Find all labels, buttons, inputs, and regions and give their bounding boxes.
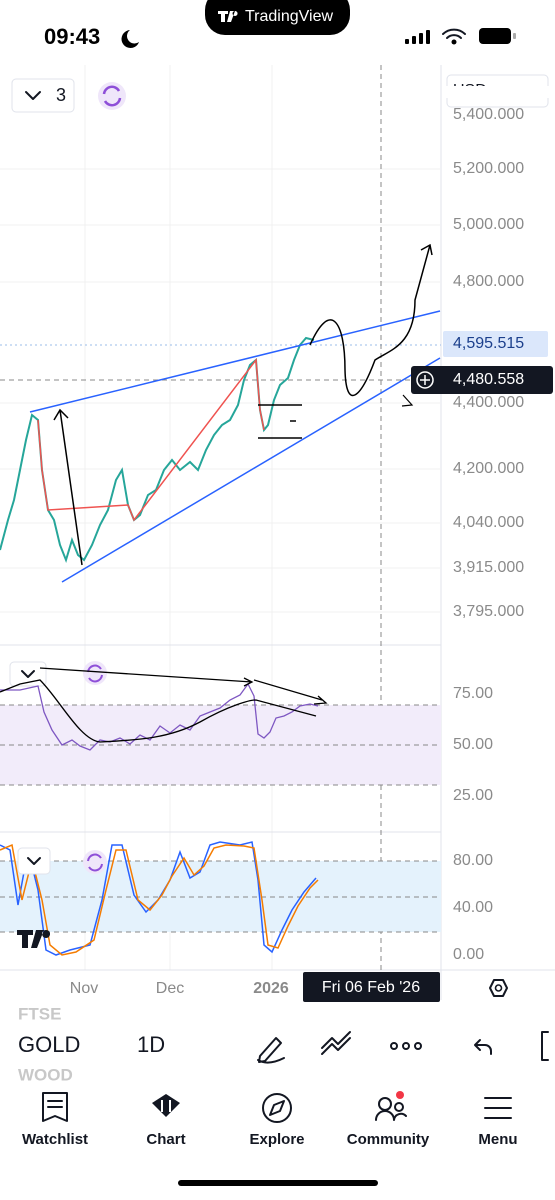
nav-label[interactable]: Menu [478,1131,517,1148]
rsi-levels [0,704,441,786]
symbol-prev[interactable]: FTSE [18,1004,61,1023]
menu-icon[interactable] [484,1097,512,1119]
compass-needle [269,1100,285,1116]
watchlist-icon[interactable] [42,1092,68,1122]
price-candles [0,336,315,564]
crosshair-price: 4,480.558 [453,371,524,388]
chevron [27,857,41,865]
price-label: 3,915.000 [453,559,524,576]
nav-label[interactable]: Community [347,1131,430,1148]
price-label: 5,200.000 [453,160,524,177]
arrow-drawing [53,408,83,566]
interval-box[interactable] [11,78,75,113]
wifi-dot [451,39,457,45]
grid [0,65,440,970]
price-candles-down [37,357,265,522]
settings-dot [494,984,503,992]
community-head [378,1097,392,1111]
time-label: 2026 [253,980,289,997]
divergence-drawing [39,667,328,705]
dynamic-island [205,0,350,35]
clock: 09:43 [44,24,100,49]
battery-tip [513,33,516,39]
rsi-label: 50.00 [453,736,493,753]
redo-icon[interactable] [541,1031,549,1061]
interval-count[interactable]: 3 [56,85,66,105]
nav-label[interactable]: Watchlist [22,1131,88,1148]
trendline [29,310,441,413]
time-label: Dec [156,980,184,997]
price-label: 5,400.000 [453,106,524,123]
chevron [25,91,41,100]
crosshair-date: Fri 06 Feb '26 [322,979,420,996]
time-label: Nov [70,980,98,997]
rsi-label: 75.00 [453,685,493,702]
price-label: 4,040.000 [453,514,524,531]
price-label: 4,200.000 [453,460,524,477]
stoch-levels [0,860,441,933]
symbol[interactable]: GOLD [18,1032,80,1057]
last-price: 4,595.515 [453,335,524,352]
wifi-icon [442,28,466,39]
signal-icon [405,30,430,44]
last-price-tag [443,331,548,357]
moon-icon [121,30,139,48]
community-head [394,1102,404,1112]
rsi-drawing [0,679,317,743]
community-icon[interactable] [375,1110,407,1121]
brand: TradingView [245,8,333,25]
axis-cover [443,86,555,98]
chevron [21,670,35,678]
price-label: 5,000.000 [453,216,524,233]
stoch-d [0,843,319,956]
stoch-label: 80.00 [453,852,493,869]
home-indicator [178,1180,378,1186]
sync-icon [87,664,103,683]
chart-icon[interactable] [152,1094,180,1117]
projection-drawing [309,243,433,397]
price-label: 4,800.000 [453,273,524,290]
nav-label[interactable]: Explore [249,1131,304,1148]
level-drawing [258,404,302,439]
stoch-label: 0.00 [453,946,484,963]
stoch-label: 40.00 [453,899,493,916]
crosshair-date-tag [303,972,440,1002]
tv-logo [218,11,238,22]
price-label: 3,795.000 [453,603,524,620]
interval[interactable]: 1D [137,1032,165,1057]
trendline [61,357,441,583]
sync-icon [102,85,122,107]
rsi-label: 25.00 [453,787,493,804]
sync-icon [87,853,103,872]
settings-icon[interactable] [489,979,508,997]
chart-icon-candles [161,1100,171,1112]
draw-icon[interactable] [257,1037,285,1064]
more-icon[interactable] [390,1042,422,1050]
explore-icon[interactable] [262,1093,292,1123]
crosshair-price-tag [411,366,553,394]
watermark-logo [17,930,51,948]
rsi-line [0,682,319,751]
add-alert-icon[interactable] [416,371,434,389]
notification-dot [396,1091,404,1099]
pane-toggle[interactable] [17,847,51,875]
plus [420,375,430,385]
symbol-next[interactable]: WOOD [18,1065,73,1084]
battery-icon [479,28,511,44]
price-label: 4,400.000 [453,394,524,411]
arrow-drawing [401,394,414,407]
nav-label[interactable]: Chart [146,1131,185,1148]
indicators-icon[interactable] [321,1031,351,1055]
undo-icon[interactable] [474,1039,492,1055]
